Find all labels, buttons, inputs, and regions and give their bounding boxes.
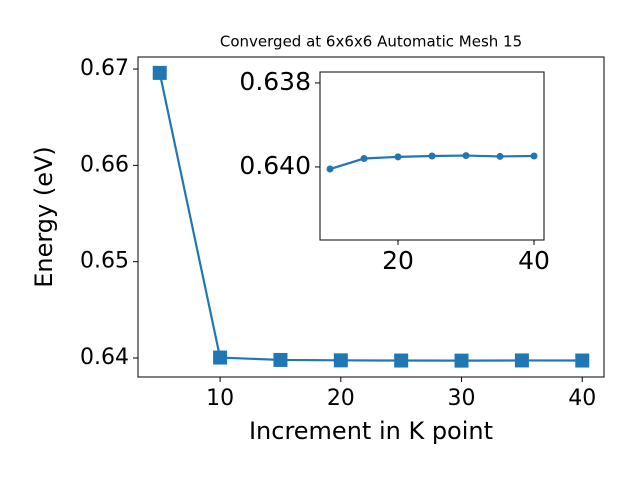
axes-frame xyxy=(319,71,545,241)
y-tick-label: 0.640 xyxy=(239,151,311,180)
x-tick-label: 20 xyxy=(327,386,355,411)
y-tick-label: 0.638 xyxy=(239,67,311,96)
marker xyxy=(152,65,167,80)
marker xyxy=(454,353,469,368)
marker xyxy=(575,353,590,368)
y-tick-label: 0.65 xyxy=(80,249,129,274)
y-tick-label: 0.66 xyxy=(80,152,129,177)
chart-title: Converged at 6x6x6 Automatic Mesh 15 xyxy=(220,33,522,51)
marker xyxy=(462,152,470,160)
x-tick-label: 40 xyxy=(518,246,550,275)
x-tick-label: 30 xyxy=(448,386,476,411)
marker xyxy=(496,152,504,160)
x-tick-label: 20 xyxy=(382,246,414,275)
data-line xyxy=(158,72,583,362)
y-tick-label: 0.67 xyxy=(80,56,129,81)
marker xyxy=(514,353,529,368)
marker xyxy=(360,155,368,163)
marker xyxy=(333,353,348,368)
marker xyxy=(326,165,334,173)
marker xyxy=(273,352,288,367)
marker xyxy=(394,353,409,368)
x-axis-label: Increment in K point xyxy=(249,417,493,445)
x-tick-label: 40 xyxy=(568,386,596,411)
x-tick-label: 10 xyxy=(206,386,234,411)
marker xyxy=(530,152,538,160)
marker xyxy=(394,153,402,161)
y-axis-label: Energy (eV) xyxy=(30,146,58,288)
marker xyxy=(213,350,228,365)
marker xyxy=(428,152,436,160)
axes-frame xyxy=(137,56,605,378)
y-tick-label: 0.64 xyxy=(80,345,129,370)
